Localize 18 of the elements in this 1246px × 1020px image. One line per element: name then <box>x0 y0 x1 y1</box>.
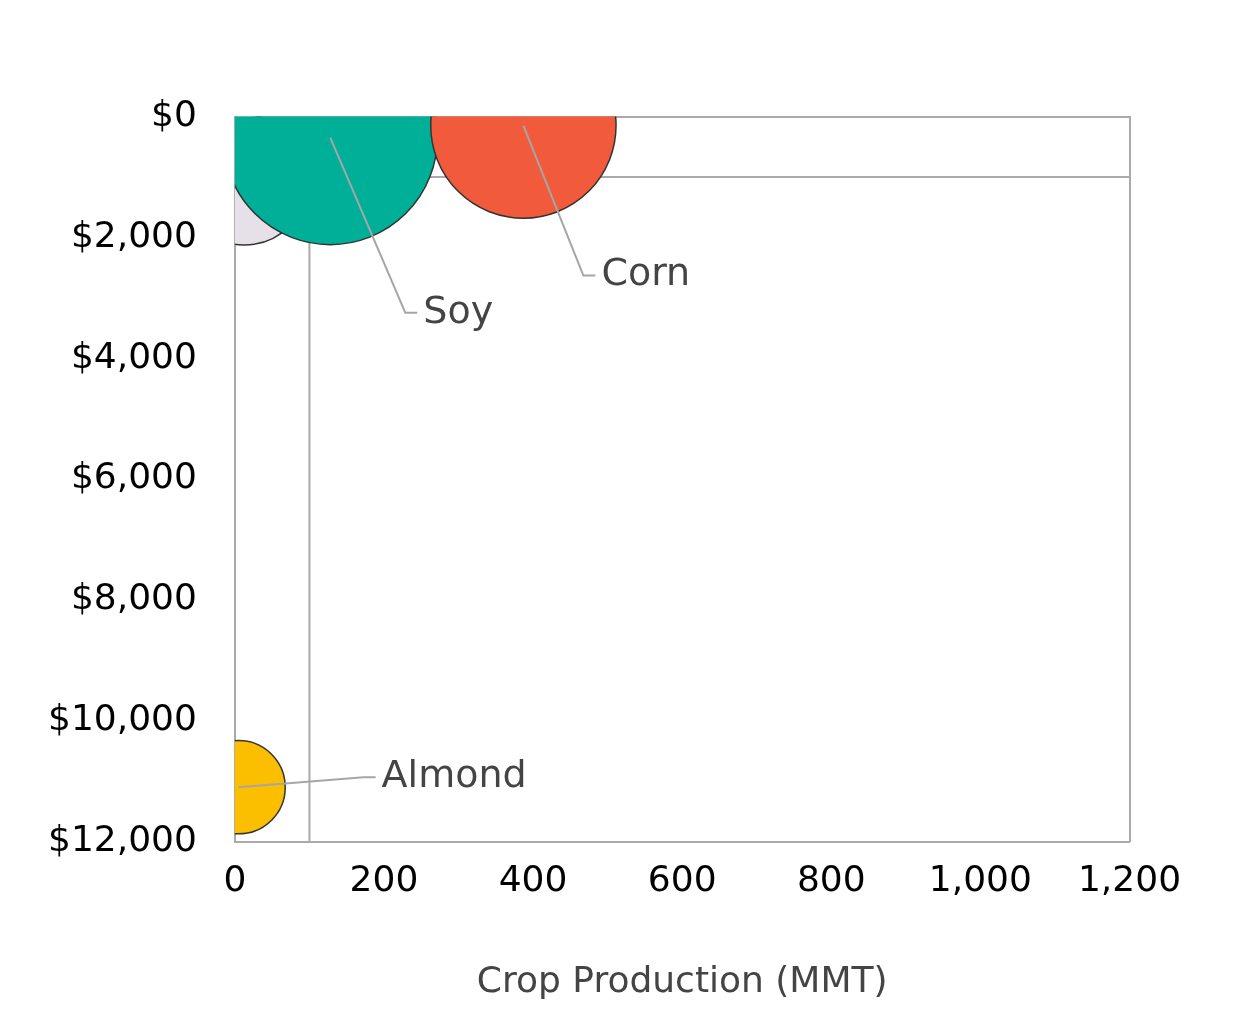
x-axis-title: Crop Production (MMT) <box>476 958 888 1000</box>
x-tick-label: 1,200 <box>1077 857 1182 899</box>
x-tick-label: 800 <box>796 857 866 899</box>
x-tick-label: 0 <box>223 857 247 899</box>
y-tick-label: $8,000 <box>70 576 197 618</box>
y-tick-label: $6,000 <box>70 455 197 497</box>
text: Almond <box>381 752 527 797</box>
x-tick-label: 600 <box>647 857 717 899</box>
series-label: Corn <box>601 250 691 295</box>
y-tick-label: $4,000 <box>70 334 197 376</box>
x-tick-label: 1,000 <box>928 857 1032 899</box>
x-tick-label: 200 <box>349 857 419 899</box>
x-tick-label: 400 <box>498 857 568 899</box>
y-tick-label: $2,000 <box>70 213 197 255</box>
y-tick-label: $0 <box>151 92 197 134</box>
y-tick-label: $12,000 <box>47 817 197 859</box>
y-tick-label: $10,000 <box>47 697 197 739</box>
series-label: Soy <box>423 287 494 332</box>
